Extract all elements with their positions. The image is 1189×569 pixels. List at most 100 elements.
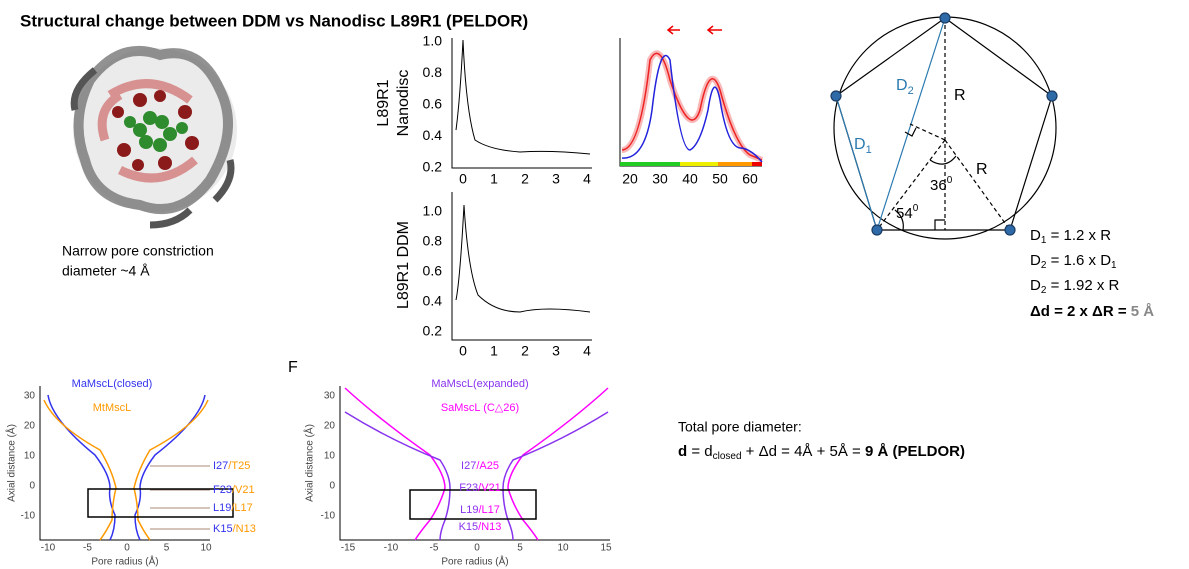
angle-label: 360 — [930, 175, 953, 194]
legend-label: SaMscL (C△26) — [441, 402, 519, 414]
residue-label: I27/T25 — [213, 460, 250, 472]
residue-label: K15/N13 — [459, 521, 502, 533]
eq-part: = 1.6 x D — [1046, 252, 1111, 269]
x-tick-label: 5 — [164, 543, 170, 554]
residue: /T25 — [228, 460, 250, 472]
residue: L19 — [213, 502, 231, 514]
x-tick-label: -10 — [41, 543, 56, 554]
caption: diameter ~4 Å — [62, 263, 150, 279]
eq-part: D — [1030, 277, 1041, 294]
residue-label: F23/V21 — [213, 484, 255, 496]
x-tick-label: 3 — [552, 343, 560, 359]
residue: /A25 — [476, 460, 499, 472]
total-formula: d = dclosed + Δd = 4Å + 5Å = 9 Å (PELDOR… — [678, 443, 965, 462]
y-tick-label: 0.2 — [423, 159, 443, 175]
angle-label: 540 — [896, 203, 919, 222]
x-tick-label: 5 — [517, 543, 523, 554]
panel-e-plot — [39, 386, 234, 541]
x-tick-label: 0 — [124, 543, 130, 554]
x-tick-label: 0 — [459, 343, 467, 359]
equation: D2 = 1.6 x D1 — [1030, 252, 1117, 271]
axis-label: Nanodisc — [395, 70, 412, 137]
heading: Total pore diameter: — [678, 419, 802, 435]
y-tick-label: 1.0 — [423, 203, 443, 219]
y-tick-label: 30 — [324, 391, 336, 402]
legend-label: MaMscL(expanded) — [431, 378, 528, 390]
eq-part: 2 — [1041, 260, 1047, 271]
residue: /L17 — [478, 504, 499, 516]
y-tick-label: 0 — [29, 481, 35, 492]
residue: /V21 — [232, 484, 255, 496]
residue: /N13 — [478, 521, 501, 533]
axis-label: Pore radius (Å) — [441, 555, 508, 568]
pentagon-diagram — [830, 12, 1058, 240]
residue-label: I27/A25 — [461, 460, 499, 472]
y-tick-label: -10 — [321, 511, 336, 522]
caption: Narrow pore constriction — [62, 243, 214, 259]
x-tick-label: 50 — [712, 171, 728, 187]
y-tick-label: 1.0 — [423, 33, 443, 49]
residue: I27 — [461, 460, 476, 472]
residue: L19 — [460, 504, 478, 516]
x-tick-label: 60 — [742, 171, 758, 187]
axis-label: Axial distance (Å) — [5, 424, 18, 502]
panel-f-plot — [339, 386, 610, 541]
y-tick-label: 30 — [24, 391, 36, 402]
x-tick-label: 40 — [682, 171, 698, 187]
y-tick-label: 0.2 — [423, 323, 443, 339]
equation: D2 = 1.92 x R — [1030, 277, 1120, 296]
label: 54 — [896, 205, 913, 222]
x-tick-label: 2 — [521, 343, 529, 359]
residue-label: L19/L17 — [460, 504, 500, 516]
y-tick-label: 10 — [324, 451, 336, 462]
eq-part: 5 Å — [1131, 303, 1155, 320]
label: 1 — [866, 144, 872, 156]
x-tick-label: 30 — [652, 171, 668, 187]
label-d1: D1 — [854, 136, 872, 156]
residue: F23 — [213, 484, 232, 496]
x-tick-label: -5 — [83, 543, 92, 554]
title: Structural change between DDM vs Nanodis… — [20, 11, 528, 30]
x-tick-label: 15 — [600, 543, 612, 554]
y-tick-label: 0.4 — [423, 127, 443, 143]
residue: K15 — [213, 523, 233, 535]
eq-part: + Δd = 4Å + 5Å = — [742, 443, 865, 460]
x-tick-label: 10 — [200, 543, 212, 554]
x-tick-label: -10 — [384, 543, 399, 554]
label: 0 — [947, 175, 953, 186]
label: 0 — [913, 203, 919, 214]
axis-label: Pore radius (Å) — [91, 555, 158, 568]
y-tick-label: 20 — [24, 421, 36, 432]
panel-letter: F — [288, 359, 298, 376]
x-tick-label: -5 — [430, 543, 439, 554]
y-tick-label: -10 — [21, 511, 36, 522]
molecule-image — [70, 45, 237, 229]
x-tick-label: 1 — [490, 171, 498, 187]
x-tick-label: 1 — [490, 343, 498, 359]
y-tick-label: 0.4 — [423, 293, 443, 309]
residue: F23 — [459, 482, 478, 494]
eq-part: = 1.2 x R — [1046, 227, 1111, 244]
x-tick-label: 10 — [557, 543, 569, 554]
axis-label: L89R1 DDM — [395, 221, 412, 309]
y-tick-label: 10 — [24, 451, 36, 462]
y-tick-label: 0 — [329, 481, 335, 492]
peldor-plots — [451, 25, 764, 341]
axis-label: L89R1 — [375, 79, 392, 126]
eq-part: d — [678, 443, 687, 460]
residue-label: L19/L17 — [213, 502, 253, 514]
residue: /N13 — [233, 523, 256, 535]
y-tick-label: 20 — [324, 421, 336, 432]
label-r: R — [954, 87, 966, 104]
legend-label: MtMscL — [93, 402, 132, 414]
residue: K15 — [459, 521, 479, 533]
delta-equation: Δd = 2 x ΔR = 5 Å — [1030, 303, 1154, 320]
x-tick-label: 3 — [552, 171, 560, 187]
eq-part: D — [1030, 252, 1041, 269]
x-tick-label: 0 — [459, 171, 467, 187]
label: 36 — [930, 177, 947, 194]
equation: D1 = 1.2 x R — [1030, 227, 1111, 246]
eq-part: = d — [687, 443, 712, 460]
x-tick-label: 20 — [622, 171, 638, 187]
y-tick-label: 0.8 — [423, 64, 443, 80]
